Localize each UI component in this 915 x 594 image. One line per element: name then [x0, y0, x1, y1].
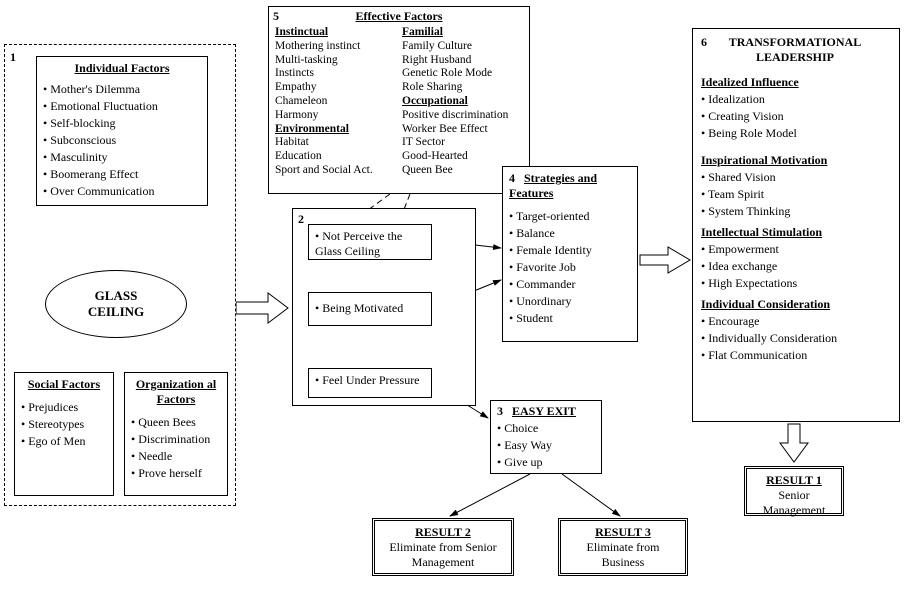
- box-5-number: 5: [273, 9, 279, 24]
- list-item: Female Identity: [509, 243, 631, 258]
- list-item: Flat Communication: [701, 348, 891, 363]
- list-item: Masculinity: [43, 150, 201, 165]
- result-1-title: RESULT 1: [751, 473, 837, 488]
- organizational-title: Organization al Factors: [131, 377, 221, 407]
- g4-head: Individual Consideration: [701, 297, 891, 312]
- list-item: Mother's Dilemma: [43, 82, 201, 97]
- list-item: Subconscious: [43, 133, 201, 148]
- box-2b: Being Motivated: [308, 292, 432, 326]
- col2-head2: Occupational: [402, 95, 523, 109]
- list-item: Role Sharing: [402, 81, 523, 95]
- list-item: Positive discrimination: [402, 109, 523, 123]
- list-item: Needle: [131, 449, 221, 464]
- list-item: Encourage: [701, 314, 891, 329]
- list-item: Idealization: [701, 92, 891, 107]
- list-item: Emotional Fluctuation: [43, 99, 201, 114]
- list-item: IT Sector: [402, 136, 523, 150]
- list-item: Team Spirit: [701, 187, 891, 202]
- box-6-transformational: 6 TRANSFORMATIONAL LEADERSHIP Idealized …: [692, 28, 900, 422]
- box-4-number: 4: [509, 171, 515, 185]
- result-1: RESULT 1 Senior Management: [744, 466, 844, 516]
- list-item: Chameleon: [275, 95, 396, 109]
- list-item: System Thinking: [701, 204, 891, 219]
- list-item: Stereotypes: [21, 417, 107, 432]
- result-1-sub: Senior Management: [751, 488, 837, 518]
- list-item: Boomerang Effect: [43, 167, 201, 182]
- box-6-number: 6: [701, 35, 707, 49]
- col1-head2: Environmental: [275, 123, 396, 137]
- list-item: Self-blocking: [43, 116, 201, 131]
- result-2-sub: Eliminate from Senior Management: [379, 540, 507, 570]
- box-5-effective-factors: 5 Effective Factors Instinctual Motherin…: [268, 6, 530, 194]
- list-item: Student: [509, 311, 631, 326]
- result-3-sub: Eliminate from Business: [565, 540, 681, 570]
- box-5-title: Effective Factors: [275, 9, 523, 24]
- result-3: RESULT 3 Eliminate from Business: [558, 518, 688, 576]
- box-2a: Not Perceive the Glass Ceiling: [308, 224, 432, 260]
- list-item: Education: [275, 150, 396, 164]
- list-item: Empowerment: [701, 242, 891, 257]
- list-item: Prejudices: [21, 400, 107, 415]
- list-item: Unordinary: [509, 294, 631, 309]
- list-item: Discrimination: [131, 432, 221, 447]
- list-item: Sport and Social Act.: [275, 164, 396, 178]
- list-item: Favorite Job: [509, 260, 631, 275]
- individual-title: Individual Factors: [43, 61, 201, 76]
- list-item: Worker Bee Effect: [402, 123, 523, 137]
- col2-head1: Familial: [402, 26, 523, 40]
- list-item: Creating Vision: [701, 109, 891, 124]
- list-item: Give up: [497, 455, 595, 470]
- list-item: Balance: [509, 226, 631, 241]
- list-item: Over Communication: [43, 184, 201, 199]
- col1-head1: Instinctual: [275, 26, 396, 40]
- list-item: Commander: [509, 277, 631, 292]
- result-2-title: RESULT 2: [379, 525, 507, 540]
- list-item: Multi-tasking: [275, 54, 396, 68]
- box-2c: Feel Under Pressure: [308, 368, 432, 398]
- list-item: Family Culture: [402, 40, 523, 54]
- organizational-factors: Organization al Factors Queen Bees Discr…: [124, 372, 228, 496]
- list-item: Easy Way: [497, 438, 595, 453]
- box-2-number: 2: [298, 212, 304, 227]
- list-item: Queen Bees: [131, 415, 221, 430]
- box-3-title: EASY EXIT: [512, 404, 576, 418]
- box-6-title: TRANSFORMATIONAL LEADERSHIP: [710, 35, 880, 65]
- list-item: Empathy: [275, 81, 396, 95]
- list-item: Right Husband: [402, 54, 523, 68]
- individual-factors: Individual Factors Mother's Dilemma Emot…: [36, 56, 208, 206]
- social-factors: Social Factors Prejudices Stereotypes Eg…: [14, 372, 114, 496]
- result-3-title: RESULT 3: [565, 525, 681, 540]
- list-item: Good-Hearted: [402, 150, 523, 164]
- box-3-number: 3: [497, 404, 503, 418]
- box-3-easy-exit: 3 EASY EXIT Choice Easy Way Give up: [490, 400, 602, 474]
- list-item: Being Role Model: [701, 126, 891, 141]
- list-item: Choice: [497, 421, 595, 436]
- list-item: Mothering instinct: [275, 40, 396, 54]
- box-4-strategies: 4 Strategies and Features Target-oriente…: [502, 166, 638, 342]
- list-item: Individually Consideration: [701, 331, 891, 346]
- list-item: Habitat: [275, 136, 396, 150]
- list-item: Harmony: [275, 109, 396, 123]
- list-item: Target-oriented: [509, 209, 631, 224]
- g3-head: Intellectual Stimulation: [701, 225, 891, 240]
- ellipse-label: GLASSCEILING: [88, 288, 144, 320]
- list-item: Genetic Role Mode: [402, 67, 523, 81]
- list-item: High Expectations: [701, 276, 891, 291]
- list-item: Ego of Men: [21, 434, 107, 449]
- list-item: Instincts: [275, 67, 396, 81]
- box-4-title: Strategies and Features: [509, 171, 597, 200]
- social-title: Social Factors: [21, 377, 107, 392]
- list-item: Prove herself: [131, 466, 221, 481]
- list-item: Idea exchange: [701, 259, 891, 274]
- result-2: RESULT 2 Eliminate from Senior Managemen…: [372, 518, 514, 576]
- glass-ceiling-ellipse: GLASSCEILING: [45, 270, 187, 338]
- g1-head: Idealized Influence: [701, 75, 891, 90]
- g2-head: Inspirational Motivation: [701, 153, 891, 168]
- box-1-number: 1: [10, 50, 16, 65]
- list-item: Shared Vision: [701, 170, 891, 185]
